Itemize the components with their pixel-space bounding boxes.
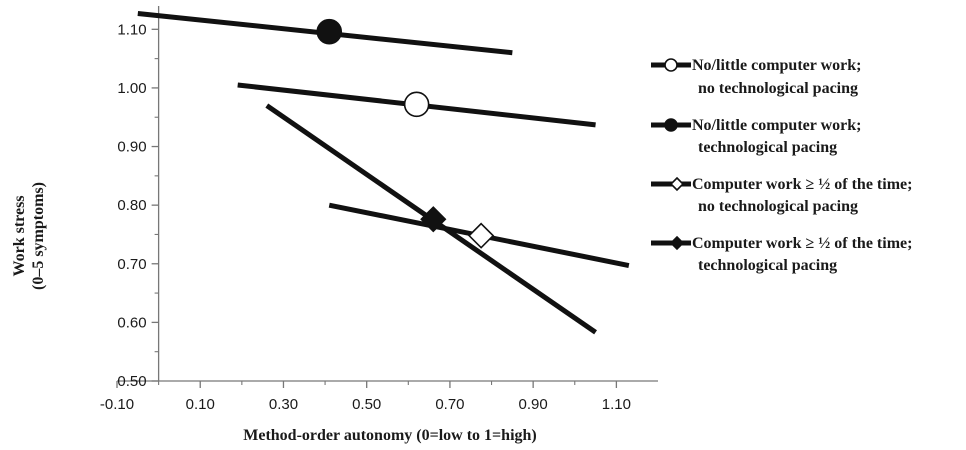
- legend-label-line1: No/little computer work;: [692, 117, 861, 134]
- y-tick-label: 0.90: [117, 139, 146, 156]
- y-axis-title-line1: Work stress: [11, 195, 28, 276]
- legend-label-line1: Computer work ≥ ½ of the time;: [692, 176, 912, 193]
- diamond-filled-marker: [420, 206, 447, 233]
- x-axis-title: Method-order autonomy (0=low to 1=high): [243, 427, 536, 444]
- x-tick-label: 0.70: [435, 396, 464, 413]
- x-tick-label: 0.30: [269, 396, 298, 413]
- circle-filled-icon: [664, 118, 678, 132]
- diamond-open-icon: [669, 176, 685, 192]
- y-tick-label: 0.60: [117, 314, 146, 331]
- axes: [116, 6, 658, 388]
- series-markers: [316, 18, 495, 249]
- legend-label-line2: no technological pacing: [698, 198, 858, 215]
- legend-label-line1: No/little computer work;: [692, 57, 861, 74]
- y-tick-label: 1.00: [117, 80, 146, 97]
- x-tick-label: 0.10: [186, 396, 215, 413]
- legend-label-line1: Computer work ≥ ½ of the time;: [692, 235, 912, 252]
- y-axis-title: Work stress (0–5 symptoms): [11, 182, 47, 290]
- circle-open-icon: [664, 58, 678, 72]
- x-tick-label: 1.10: [602, 396, 631, 413]
- circle-open-marker: [403, 91, 430, 118]
- diamond-filled-icon: [669, 235, 685, 251]
- x-tick-label: 0.50: [352, 396, 381, 413]
- circle-filled-marker: [316, 18, 343, 45]
- legend: No/little computer work; no technologica…: [651, 57, 912, 274]
- y-tick-label: 0.80: [117, 197, 146, 214]
- legend-label-line2: no technological pacing: [698, 80, 858, 97]
- y-axis-title-line2: (0–5 symptoms): [30, 182, 47, 290]
- tick-labels: 0.50 0.60 0.70 0.80 0.90 1.00 1.10 -0.10 0.10 0.3…: [100, 21, 631, 413]
- y-tick-label: 0.50: [117, 373, 146, 390]
- legend-label-line2: technological pacing: [698, 257, 837, 274]
- legend-item: No/little computer work; no technologica…: [651, 57, 861, 97]
- series-lines: [137, 10, 630, 335]
- x-tick-label: 0.90: [519, 396, 548, 413]
- y-tick-label: 0.70: [117, 256, 146, 273]
- legend-item: Computer work ≥ ½ of the time; technolog…: [651, 235, 912, 274]
- legend-item: Computer work ≥ ½ of the time; no techno…: [651, 176, 912, 215]
- y-tick-label: 1.10: [117, 21, 146, 38]
- diamond-open-marker: [468, 222, 495, 249]
- x-tick-label: -0.10: [100, 396, 134, 413]
- legend-label-line2: technological pacing: [698, 139, 837, 156]
- legend-item: No/little computer work; technological p…: [651, 117, 861, 156]
